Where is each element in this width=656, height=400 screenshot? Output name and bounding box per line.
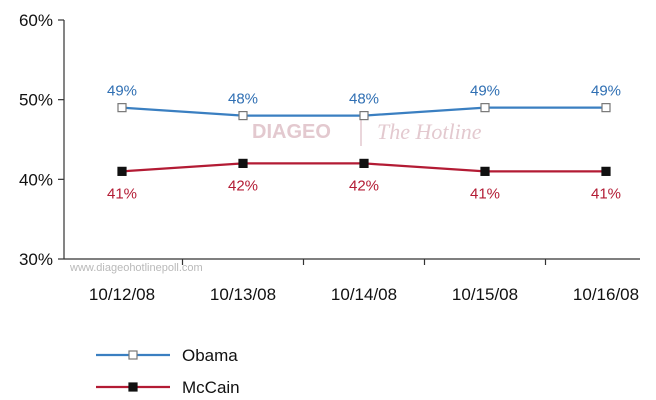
x-tick-label: 10/16/08 — [573, 285, 639, 304]
x-tick-label: 10/14/08 — [331, 285, 397, 304]
data-point — [601, 103, 611, 113]
data-point — [359, 110, 369, 121]
legend-item-mccain: McCain — [96, 378, 240, 397]
watermark-url: www.diageohotlinepoll.com — [69, 262, 203, 274]
data-label: 48% — [228, 91, 258, 108]
legend-marker — [128, 382, 138, 392]
data-point — [359, 158, 369, 168]
data-label: 41% — [107, 185, 137, 202]
legend-label: McCain — [182, 378, 240, 397]
data-label: 48% — [349, 91, 379, 108]
data-label: 41% — [470, 185, 500, 202]
data-label: 49% — [470, 83, 500, 100]
watermark-brand: DIAGEO — [252, 121, 331, 143]
legend-label: Obama — [182, 346, 238, 365]
legend-item-obama: Obama — [96, 346, 238, 365]
data-label: 41% — [591, 185, 621, 202]
series-layer: 49% 48% 48% 49% 49% 41% 42% 42% 41% 41% — [107, 83, 621, 203]
data-label: 49% — [591, 83, 621, 100]
data-label: 42% — [349, 177, 379, 194]
legend-marker — [128, 350, 138, 360]
watermark: DIAGEO The Hotline www.diageohotlinepoll… — [69, 118, 482, 274]
x-tick-label: 10/12/08 — [89, 285, 155, 304]
data-point — [117, 166, 127, 176]
y-tick-label: 60% — [19, 11, 53, 30]
legend: Obama McCain — [96, 346, 240, 397]
axes: 30% 40% 50% 60% 10/12/08 10/13/08 10/14/08 10/1… — [19, 11, 640, 304]
data-point — [601, 166, 611, 176]
x-tick-label: 10/15/08 — [452, 285, 518, 304]
y-tick-label: 50% — [19, 91, 53, 110]
watermark-script: The Hotline — [377, 119, 482, 144]
series-mccain: 41% 42% 42% 41% 41% — [107, 158, 621, 202]
data-label: 42% — [228, 177, 258, 194]
series-obama: 49% 48% 48% 49% 49% — [107, 83, 621, 121]
y-tick-label: 40% — [19, 170, 53, 189]
data-point — [117, 103, 127, 113]
data-label: 49% — [107, 83, 137, 100]
x-tick-label: 10/13/08 — [210, 285, 276, 304]
y-tick-label: 30% — [19, 250, 53, 269]
data-point — [480, 166, 490, 176]
data-point — [480, 103, 490, 113]
data-point — [238, 158, 248, 168]
data-point — [238, 110, 248, 121]
